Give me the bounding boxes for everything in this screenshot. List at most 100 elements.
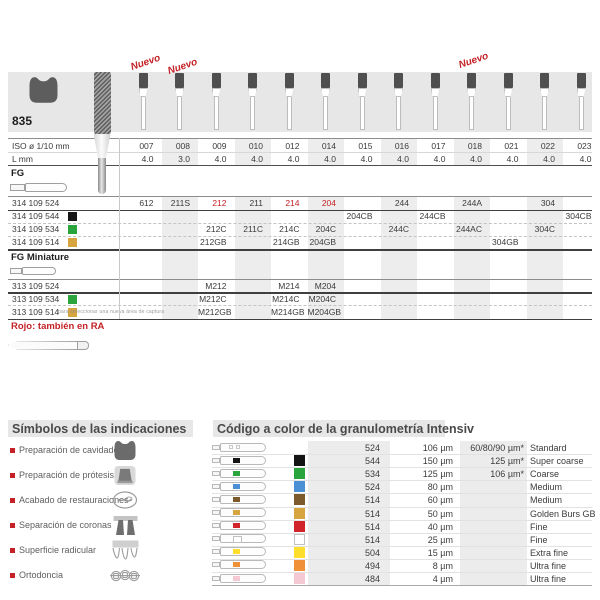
grain-alt-size: 106 µm* [490, 469, 524, 480]
iso-size-value: 014 [321, 141, 336, 151]
bur-ref: M212GB [198, 307, 232, 317]
grain-size: 15 µm [427, 547, 453, 558]
root-surface-icon [110, 540, 140, 562]
grain-bur-icon [212, 573, 266, 583]
bur-ref: 304GB [492, 237, 519, 247]
grain-name: Extra fine [530, 547, 569, 558]
iso-size-value: 015 [358, 141, 373, 151]
column-stripe [380, 138, 417, 165]
grain-bur-icon [212, 560, 266, 570]
rule [8, 235, 592, 237]
grain-size: 150 µm [422, 456, 453, 467]
rule [8, 222, 592, 224]
bur-ref: 244C [388, 224, 409, 234]
bur-ref: M204GB [307, 307, 342, 317]
column-bur-icon [462, 73, 482, 130]
bur-ref: M212C [199, 294, 227, 304]
indication-label: Superficie radicular [19, 545, 97, 555]
grain-size: 50 µm [427, 508, 453, 519]
bur-ref: 304 [540, 198, 555, 208]
iso-size-value: 009 [212, 141, 227, 151]
indication-label: Preparación de prótesis [19, 470, 115, 480]
grain-color-square [294, 533, 305, 545]
order-code: 314 109 524 [12, 198, 60, 208]
grain-color-square [294, 546, 305, 558]
column-bur-icon [352, 73, 372, 130]
bur-neck [93, 134, 111, 158]
indication-bullet [10, 573, 15, 578]
grain-color-square [294, 468, 305, 480]
bur-ref: 204 [321, 198, 336, 208]
grain-bur-icon [212, 547, 266, 557]
bur-ref: 244 [394, 198, 409, 208]
grain-code: 514 [364, 495, 380, 506]
bur-ref: 304CB [565, 211, 592, 221]
grain-bur-icon [212, 494, 266, 504]
column-bur-icon [206, 73, 226, 130]
grain-color-square [68, 295, 77, 304]
bur-ref: M214C [272, 294, 300, 304]
order-code: 314 109 514 [12, 237, 60, 247]
bur-ref: 244CB [419, 211, 446, 221]
grain-code: 544 [364, 456, 380, 467]
l-mm-value: 4.0 [433, 154, 446, 164]
grain-row-rule [212, 467, 592, 469]
indication-bullet [10, 548, 15, 553]
iso-size-value: 008 [175, 141, 190, 151]
column-bur-icon [498, 73, 518, 130]
l-mm-value: 4.0 [214, 154, 227, 164]
l-mm-value: 4.0 [579, 154, 592, 164]
grain-name: Coarse [530, 469, 560, 480]
grain-color-square [294, 520, 305, 532]
table-divider [119, 138, 120, 319]
bur-diamond-head [93, 72, 111, 134]
fg-section-label: FG [11, 168, 25, 179]
rule [8, 164, 592, 166]
grain-name: Ultra fine [530, 560, 567, 571]
column-stripe [526, 138, 563, 165]
grain-size: 80 µm [427, 482, 453, 493]
column-stripe [453, 196, 490, 319]
l-mm-value: 4.0 [506, 154, 519, 164]
bur-ref: 211 [249, 198, 263, 208]
bur-ref: 212GB [200, 237, 227, 247]
polish-icon [110, 490, 140, 512]
indication-label: Ortodoncia [19, 570, 64, 580]
fg-bur-icon [10, 183, 67, 192]
symbols-heading: Símbolos de las indicaciones [8, 420, 193, 437]
grain-size: 60 µm [427, 495, 453, 506]
bur-ref: 214 [285, 198, 300, 208]
iso-size-label: ISO ø 1/10 mm [12, 141, 70, 151]
fg-miniature-section-label: FG Miniature [11, 252, 70, 263]
grain-name: Golden Burs GB [530, 508, 596, 519]
column-bur-icon [133, 73, 153, 130]
grain-name: Fine [530, 521, 548, 532]
column-stripe [234, 138, 271, 165]
bur-ref: 214C [279, 224, 300, 234]
iso-size-value: 023 [577, 141, 592, 151]
product-photo-bur [93, 72, 111, 194]
column-bur-icon [243, 73, 263, 130]
ra-bur-icon [8, 340, 90, 351]
column-stripe [380, 196, 417, 319]
grain-code: 504 [364, 547, 380, 558]
column-stripe [234, 196, 271, 319]
grain-size: 25 µm [427, 534, 453, 545]
column-stripe [161, 138, 198, 165]
order-code: 314 109 534 [12, 224, 60, 234]
column-bur-icon [425, 73, 445, 130]
grain-row-rule [212, 454, 592, 456]
bur-ref: M214 [278, 281, 300, 291]
nuevo-label: Nuevo [129, 52, 162, 73]
rule [8, 279, 592, 280]
l-mm-label: L mm [12, 154, 33, 164]
column-bur-icon [389, 73, 409, 130]
column-stripe [307, 196, 344, 319]
grain-code: 514 [364, 534, 380, 545]
grain-code: 534 [364, 469, 380, 480]
grain-code: 524 [364, 482, 380, 493]
l-mm-value: 4.0 [287, 154, 300, 164]
grain-bur-icon [212, 442, 266, 452]
product-model: 835 [12, 114, 33, 128]
